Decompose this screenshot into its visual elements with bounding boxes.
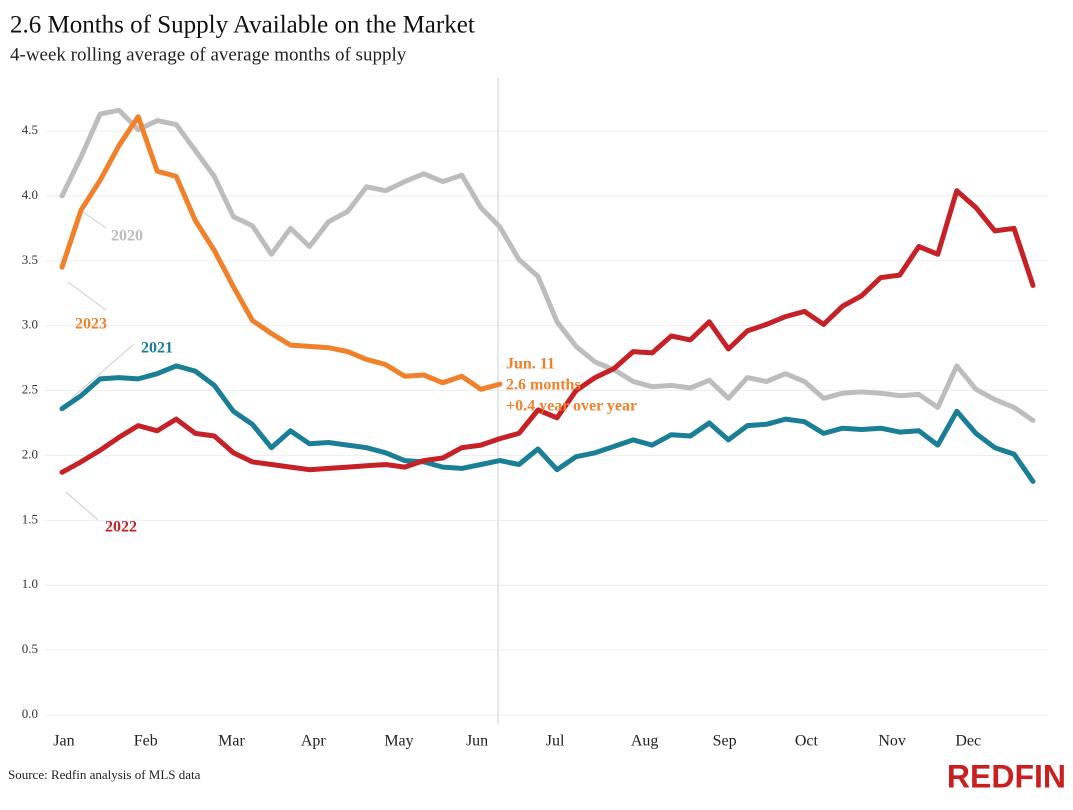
y-tick-label: 0.5 (22, 641, 38, 656)
label-leader (71, 343, 135, 399)
series-label: 2023 (75, 316, 107, 333)
series-line (59, 114, 503, 392)
source-note: Source: Redfin analysis of MLS data (8, 767, 201, 782)
x-tick-label: Nov (878, 733, 906, 750)
x-tick-label: Dec (955, 733, 981, 750)
y-tick-label: 2.0 (22, 446, 38, 461)
y-tick-label: 3.0 (22, 317, 38, 332)
y-tick-label: 2.5 (22, 382, 38, 397)
x-tick-label: Oct (795, 733, 819, 750)
label-leader (67, 281, 107, 311)
x-tick-label: Mar (218, 733, 245, 750)
series-line (59, 363, 1036, 484)
y-tick-label: 4.5 (22, 122, 38, 137)
series-line (59, 188, 1036, 475)
x-tick-label: Apr (301, 733, 327, 750)
brand-logo: REDFIN (947, 758, 1066, 794)
x-tick-label: Sep (713, 733, 737, 750)
annotation-text: Jun. 11 (506, 356, 555, 373)
y-tick-label: 1.5 (22, 511, 38, 526)
x-tick-label: Jan (53, 733, 74, 750)
x-tick-label: Aug (631, 733, 659, 750)
x-tick-label: May (384, 733, 413, 750)
series-label: 2020 (111, 228, 143, 245)
series-label: 2022 (105, 519, 137, 536)
annotation-text: +0.4 year over year (506, 398, 637, 415)
y-tick-label: 0.0 (22, 706, 38, 721)
series-line (59, 107, 1036, 423)
chart-subtitle: 4-week rolling average of average months… (10, 44, 407, 65)
annotation-text: 2.6 months (506, 377, 581, 394)
y-tick-label: 4.0 (22, 187, 38, 202)
chart-title: 2.6 Months of Supply Available on the Ma… (10, 12, 475, 39)
label-leader (79, 209, 107, 229)
y-tick-label: 3.5 (22, 252, 38, 267)
series-label: 2021 (141, 340, 173, 357)
label-leader (65, 491, 99, 521)
x-tick-label: Feb (134, 733, 158, 750)
x-tick-label: Jun (466, 733, 488, 750)
x-tick-label: Jul (546, 733, 565, 750)
y-tick-label: 1.0 (22, 576, 38, 591)
